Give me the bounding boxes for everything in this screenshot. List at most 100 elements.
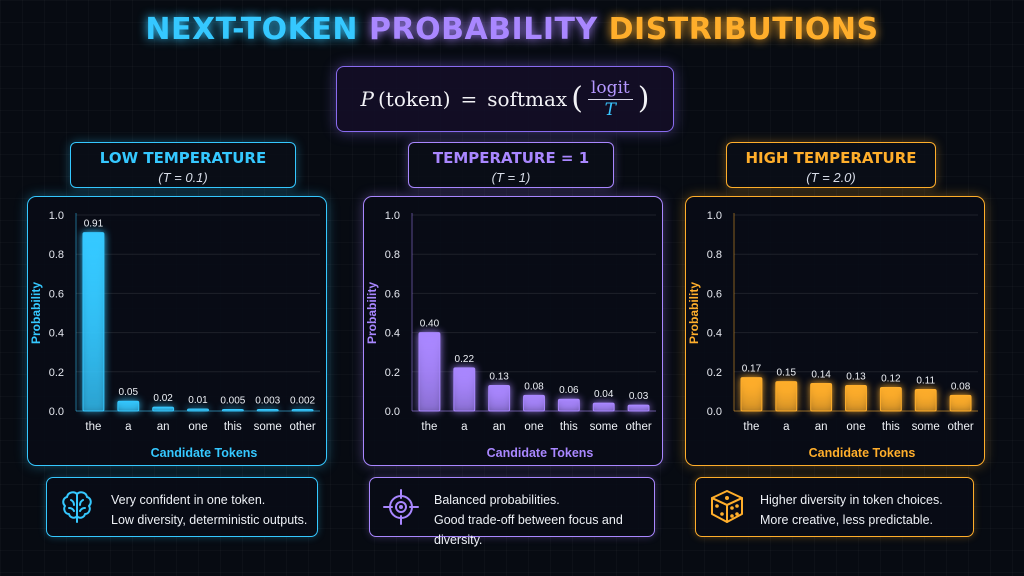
title-part-2: PROBABILITY xyxy=(369,12,598,47)
y-axis-label: Probability xyxy=(365,282,379,344)
page-title: NEXT-TOKEN PROBABILITY DISTRIBUTIONS xyxy=(0,12,1024,47)
formula-paren-close: ) xyxy=(637,81,650,116)
data-label: 0.13 xyxy=(846,372,866,383)
x-tick-label: some xyxy=(590,421,618,433)
bar-this xyxy=(879,386,902,412)
bar-other xyxy=(291,409,314,412)
x-tick-label: this xyxy=(882,421,900,433)
note-line-1: Balanced probabilities. xyxy=(434,493,560,507)
chart-panel-temperature-1: 0.0 0.2 0.4 0.6 0.8 1.0 Probability 0.40 the 0.22… xyxy=(363,196,663,466)
y-tick-label: 0.8 xyxy=(707,249,722,261)
y-tick-label: 0.8 xyxy=(385,249,400,261)
heading-title: HIGH TEMPERATURE xyxy=(745,149,917,167)
bar-a xyxy=(775,381,798,412)
bar-one xyxy=(523,394,545,412)
data-label: 0.003 xyxy=(255,396,280,407)
x-tick-label: other xyxy=(625,421,651,433)
softmax-formula: P (token) = softmax ( logit T ) xyxy=(336,66,674,132)
x-tick-label: the xyxy=(421,421,437,433)
note-line-2: Low diversity, deterministic outputs. xyxy=(111,513,308,527)
y-tick-label: 0.6 xyxy=(49,288,64,300)
x-tick-label: one xyxy=(524,421,543,433)
data-label: 0.11 xyxy=(916,375,935,386)
brain-icon xyxy=(62,491,92,523)
data-label: 0.15 xyxy=(777,368,797,379)
x-tick-label: this xyxy=(224,421,242,433)
data-label: 0.04 xyxy=(594,389,614,400)
data-label: 0.91 xyxy=(84,219,104,230)
formula-equals: = xyxy=(460,87,478,111)
x-tick-label: some xyxy=(912,421,940,433)
x-tick-label: the xyxy=(85,421,101,433)
heading-temperature-1: TEMPERATURE = 1 (T = 1) xyxy=(408,142,614,188)
bar-a xyxy=(453,367,476,412)
y-tick-label: 0.8 xyxy=(49,249,64,261)
note-line-2: More creative, less predictable. xyxy=(760,513,933,527)
heading-low-temperature: LOW TEMPERATURE (T = 0.1) xyxy=(70,142,296,188)
bar-some xyxy=(256,409,279,412)
y-tick-label: 0.6 xyxy=(385,288,400,300)
bar-some xyxy=(914,388,937,412)
heading-title: LOW TEMPERATURE xyxy=(99,149,267,167)
data-label: 0.17 xyxy=(742,364,762,375)
y-tick-label: 0.2 xyxy=(385,367,400,379)
y-tick-label: 0.4 xyxy=(49,328,64,340)
y-tick-label: 0.0 xyxy=(385,406,400,418)
formula-p: P xyxy=(360,87,374,111)
y-axis-label: Probability xyxy=(687,282,701,344)
x-tick-label: the xyxy=(743,421,759,433)
x-axis-label: Candidate Tokens xyxy=(151,446,258,460)
y-tick-label: 0.6 xyxy=(707,288,722,300)
data-label: 0.002 xyxy=(290,396,315,407)
x-tick-label: one xyxy=(846,421,865,433)
y-tick-label: 0.4 xyxy=(707,328,722,340)
x-tick-label: a xyxy=(783,421,790,433)
bar-the xyxy=(418,332,441,412)
bar-other xyxy=(949,394,972,412)
data-label: 0.08 xyxy=(951,381,971,392)
formula-denominator: T xyxy=(604,99,616,120)
x-tick-label: this xyxy=(560,421,578,433)
heading-subtitle: (T = 0.1) xyxy=(158,170,208,185)
y-axis-label: Probability xyxy=(29,282,43,344)
bar-a xyxy=(117,400,140,412)
chart-panel-high-temperature: 0.0 0.2 0.4 0.6 0.8 1.0 Probability 0.17 the 0.15… xyxy=(685,196,985,466)
target-icon xyxy=(383,489,419,525)
note-line-1: Higher diversity in token choices. xyxy=(760,493,943,507)
formula-paren-open: ( xyxy=(571,81,583,116)
bar-an xyxy=(810,383,833,412)
chart-panel-low-temperature: 0.0 0.2 0.4 0.6 0.8 1.0 Probability 0.91 the 0.05… xyxy=(27,196,327,466)
formula-fraction: logit T xyxy=(587,79,633,120)
heading-subtitle: (T = 1) xyxy=(491,170,531,185)
data-label: 0.13 xyxy=(489,372,509,383)
x-tick-label: other xyxy=(947,421,973,433)
x-tick-label: some xyxy=(254,421,282,433)
x-tick-label: one xyxy=(188,421,207,433)
formula-numerator: logit xyxy=(587,79,633,100)
formula-arg: (token) xyxy=(377,87,451,111)
x-axis-label: Candidate Tokens xyxy=(487,446,594,460)
y-tick-label: 1.0 xyxy=(707,210,722,222)
data-label: 0.14 xyxy=(811,370,831,381)
x-tick-label: a xyxy=(125,421,132,433)
note-high-temperature: Higher diversity in token choices. More … xyxy=(695,477,974,537)
formula-fn: softmax xyxy=(487,87,568,111)
x-tick-label: an xyxy=(815,421,828,433)
data-label: 0.12 xyxy=(881,373,901,384)
x-tick-label: a xyxy=(461,421,468,433)
x-tick-label: other xyxy=(289,421,315,433)
data-label: 0.05 xyxy=(119,387,139,398)
data-label: 0.03 xyxy=(629,391,649,402)
dice-icon xyxy=(711,490,743,523)
x-tick-label: an xyxy=(157,421,170,433)
chart-high-temperature: 0.0 0.2 0.4 0.6 0.8 1.0 Probability 0.17 the 0.15… xyxy=(687,210,978,460)
y-tick-label: 0.2 xyxy=(49,367,64,379)
bar-other xyxy=(627,404,650,412)
y-tick-label: 0.0 xyxy=(707,406,722,418)
bar-some xyxy=(592,402,615,412)
note-low-temperature: Very confident in one token. Low diversi… xyxy=(46,477,318,537)
note-line-1: Very confident in one token. xyxy=(111,493,266,507)
x-tick-label: an xyxy=(493,421,506,433)
data-label: 0.005 xyxy=(220,396,245,407)
bar-this xyxy=(557,398,580,412)
